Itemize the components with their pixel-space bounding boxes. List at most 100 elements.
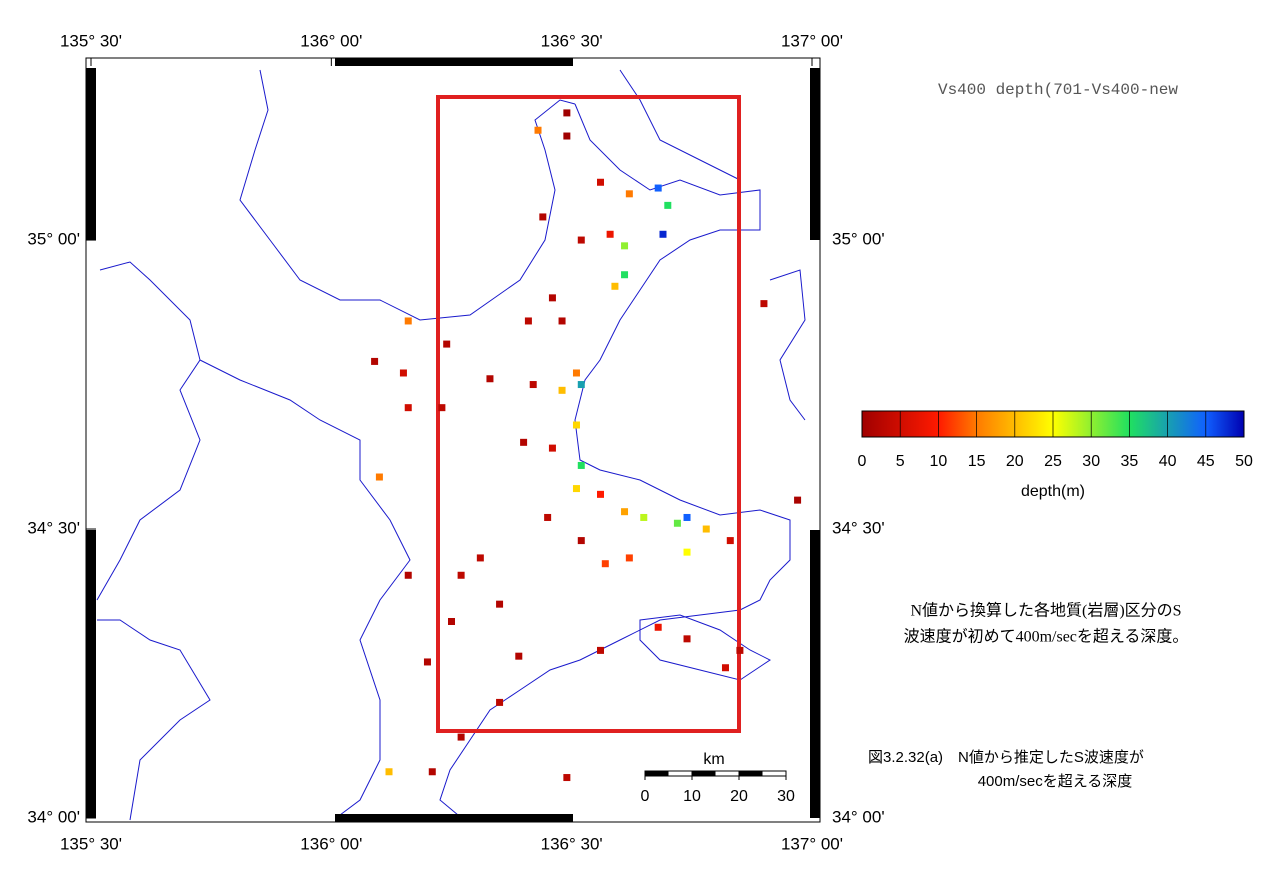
site-marker	[736, 646, 744, 654]
site-marker	[544, 513, 552, 521]
site-marker	[702, 525, 710, 533]
site-marker	[486, 375, 494, 383]
frame-ticks	[86, 58, 820, 822]
site-marker	[558, 317, 566, 325]
colorbar-tick-label: 0	[858, 453, 867, 470]
lat-tick-label: 34° 00'	[27, 807, 80, 826]
colorbar-tick-label: 40	[1159, 453, 1177, 470]
lat-tick-label: 34° 30'	[832, 519, 885, 538]
site-marker	[572, 421, 580, 429]
colorbar-tick-label: 5	[896, 453, 905, 470]
site-marker	[683, 635, 691, 643]
lon-tick-label: 136° 30'	[541, 834, 603, 853]
colorbar-tick-label: 20	[1006, 453, 1024, 470]
site-marker	[529, 381, 537, 389]
site-marker	[577, 381, 585, 389]
site-marker	[577, 236, 585, 244]
site-marker	[664, 201, 672, 209]
colorbar-tick-label: 45	[1197, 453, 1215, 470]
site-marker	[606, 230, 614, 238]
caption: 図3.2.32(a) N値から推定したS波速度が	[868, 749, 1144, 766]
site-marker	[683, 513, 691, 521]
site-marker	[457, 571, 465, 579]
map-frame	[85, 57, 821, 823]
site-marker	[524, 317, 532, 325]
lon-tick-label: 136° 00'	[300, 834, 362, 853]
site-marker	[625, 554, 633, 562]
site-marker	[563, 109, 571, 117]
site-marker	[404, 404, 412, 412]
site-marker	[404, 571, 412, 579]
site-marker	[448, 617, 455, 625]
lat-tick-label: 35° 00'	[27, 230, 80, 249]
site-marker	[654, 184, 662, 192]
site-marker	[601, 560, 609, 568]
scale-unit: km	[703, 751, 724, 768]
site-marker	[496, 698, 504, 706]
site-marker	[577, 537, 585, 545]
site-marker	[385, 768, 393, 776]
lon-tick-label: 135° 30'	[60, 31, 122, 50]
scale-tick-label: 0	[641, 788, 650, 805]
lon-tick-label: 136° 00'	[300, 31, 362, 50]
site-marker	[673, 519, 681, 527]
colorbar-tick-label: 25	[1044, 453, 1062, 470]
study-area	[436, 95, 741, 733]
site-marker	[443, 340, 451, 348]
site-marker	[399, 369, 407, 377]
site-marker	[654, 623, 662, 631]
site-marker	[760, 300, 768, 308]
site-marker	[597, 178, 605, 186]
site-marker	[534, 126, 542, 134]
site-marker	[621, 242, 629, 250]
site-marker	[375, 473, 383, 481]
lon-tick-label: 135° 30'	[60, 834, 122, 853]
site-marker	[621, 508, 629, 516]
site-marker	[597, 646, 605, 654]
site-marker	[520, 438, 528, 446]
site-marker	[548, 294, 556, 302]
site-marker	[572, 369, 580, 377]
site-marker	[423, 658, 431, 666]
site-marker	[438, 404, 446, 412]
colorbar-tick-label: 15	[968, 453, 986, 470]
lon-tick-label: 137° 00'	[781, 31, 843, 50]
coastlines	[96, 69, 806, 821]
site-marker	[476, 554, 484, 562]
colorbar-tick-label: 30	[1082, 453, 1100, 470]
scale-seg	[692, 771, 716, 776]
scale-tick-label: 10	[683, 788, 701, 805]
site-marker	[721, 664, 729, 672]
colorbar-tick-label: 10	[930, 453, 948, 470]
scale-tick-label: 20	[730, 788, 748, 805]
lat-tick-label: 35° 00'	[832, 230, 885, 249]
site-marker	[539, 213, 547, 221]
colorbar-tick-label: 50	[1235, 453, 1253, 470]
site-marker	[572, 485, 580, 493]
site-marker	[640, 513, 648, 521]
site-marker	[597, 490, 605, 498]
site-marker	[515, 652, 523, 660]
site-marker	[625, 190, 633, 198]
site-marker	[621, 271, 629, 279]
site-marker	[611, 282, 619, 290]
map-title: Vs400 depth(701-Vs400-new	[938, 81, 1178, 99]
note: N値から換算した各地質(岩層)区分のS	[910, 601, 1181, 620]
site-marker	[563, 774, 571, 782]
site-marker	[371, 357, 379, 365]
site-marker	[577, 461, 585, 469]
site-marker	[428, 768, 436, 776]
lat-tick-label: 34° 00'	[832, 807, 885, 826]
scale-tick-label: 30	[777, 788, 795, 805]
note: 波速度が初めて400m/secを超える深度。	[904, 628, 1189, 646]
lon-tick-label: 136° 30'	[541, 31, 603, 50]
site-marker	[563, 132, 571, 140]
site-marker	[659, 230, 667, 238]
site-marker	[548, 444, 556, 452]
caption: 400m/secを超える深度	[978, 773, 1133, 790]
site-marker	[457, 733, 465, 741]
scale-seg	[645, 771, 669, 776]
site-marker	[683, 548, 691, 556]
colorbar-tick-label: 35	[1121, 453, 1139, 470]
